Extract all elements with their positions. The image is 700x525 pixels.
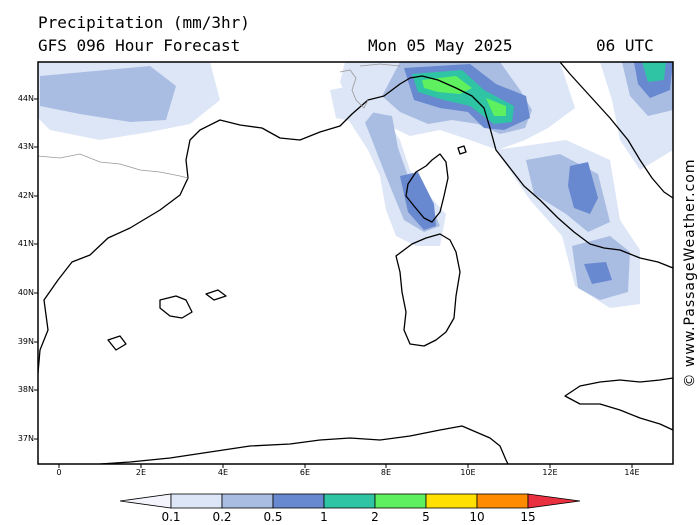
legend-swatch-01 bbox=[170, 493, 223, 509]
legend-swatch-10 bbox=[476, 493, 529, 509]
forecast-time: 06 UTC bbox=[596, 36, 654, 55]
lat-label: 41N bbox=[17, 239, 34, 248]
lat-label: 38N bbox=[17, 385, 34, 394]
coast-north-africa bbox=[99, 425, 509, 464]
coast-adriatic bbox=[559, 62, 673, 199]
map-frame bbox=[37, 61, 674, 465]
legend-label: 0.5 bbox=[263, 510, 283, 524]
lon-label: 6E bbox=[299, 468, 311, 477]
forecast-date: Mon 05 May 2025 bbox=[368, 36, 513, 55]
precip-area-corsica-1mm bbox=[400, 172, 436, 230]
lat-label: 42N bbox=[17, 191, 34, 200]
legend-label: 0.1 bbox=[161, 510, 181, 524]
lon-label: 4E bbox=[217, 468, 229, 477]
lon-label: 0 bbox=[56, 468, 62, 477]
precip-area-france-mid bbox=[40, 66, 176, 122]
precip-field bbox=[38, 62, 673, 308]
lon-label: 14E bbox=[624, 468, 640, 477]
coast-sicily bbox=[564, 377, 673, 431]
coastlines bbox=[38, 62, 673, 464]
borders bbox=[38, 63, 401, 179]
precip-area-italy-1mm bbox=[568, 162, 598, 214]
coast-corsica bbox=[405, 153, 449, 223]
lon-label: 8E bbox=[380, 468, 392, 477]
legend-swatch-lt01 bbox=[119, 493, 172, 509]
legend-swatch-15 bbox=[527, 493, 581, 509]
site-credit: © www.PassageWeather.com bbox=[682, 158, 698, 388]
lat-ticks bbox=[34, 98, 38, 440]
coast-sardinia bbox=[395, 233, 461, 347]
lat-label: 44N bbox=[17, 94, 34, 103]
coast-ibiza bbox=[107, 335, 127, 351]
coast-mallorca bbox=[159, 295, 193, 319]
precip-area-provence-light bbox=[330, 84, 380, 124]
lat-label: 37N bbox=[17, 434, 34, 443]
lon-label: 12E bbox=[542, 468, 558, 477]
coast-elba bbox=[457, 145, 467, 155]
lat-label: 39N bbox=[17, 337, 34, 346]
coast-western-med bbox=[38, 75, 673, 374]
forecast-label: GFS 096 Hour Forecast bbox=[38, 36, 241, 55]
lat-label: 43N bbox=[17, 142, 34, 151]
legend-label: 10 bbox=[469, 510, 485, 524]
legend-swatch-02 bbox=[221, 493, 274, 509]
lon-label: 2E bbox=[135, 468, 147, 477]
legend-label: 5 bbox=[422, 510, 430, 524]
legend-swatch-2 bbox=[374, 493, 427, 509]
precip-area-adriatic-2mm bbox=[642, 62, 666, 82]
precip-area-campania-1mm bbox=[584, 262, 612, 284]
lon-label: 10E bbox=[460, 468, 476, 477]
lat-label: 40N bbox=[17, 288, 34, 297]
legend-label: 0.2 bbox=[212, 510, 232, 524]
legend-swatch-1 bbox=[323, 493, 376, 509]
border-spain-france bbox=[38, 153, 189, 179]
legend-swatch-05 bbox=[272, 493, 325, 509]
precip-legend bbox=[119, 493, 581, 509]
lon-ticks bbox=[58, 464, 633, 468]
legend-swatch-5 bbox=[425, 493, 478, 509]
border-france-italy bbox=[339, 69, 369, 109]
legend-label: 1 bbox=[320, 510, 328, 524]
legend-label: 2 bbox=[371, 510, 379, 524]
legend-label: 15 bbox=[520, 510, 536, 524]
border-alps bbox=[359, 63, 401, 67]
coast-menorca bbox=[205, 289, 227, 301]
precip-area-alps-5mm-b bbox=[486, 98, 506, 116]
map-title: Precipitation (mm/3hr) bbox=[38, 13, 250, 32]
